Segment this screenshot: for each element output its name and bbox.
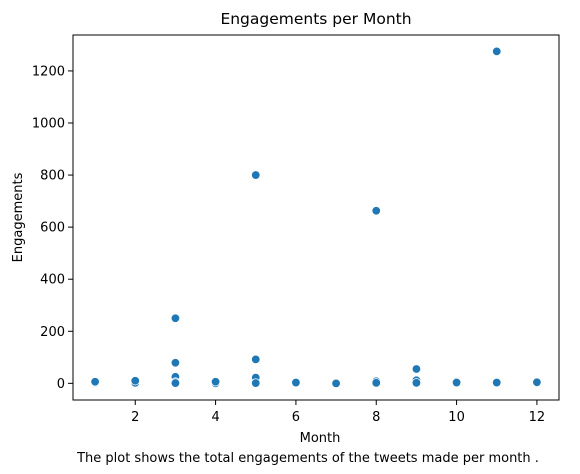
data-point — [532, 377, 542, 387]
chart-title: Engagements per Month — [220, 10, 411, 28]
x-tick-label: 12 — [529, 410, 546, 425]
data-point — [411, 378, 422, 388]
y-tick-label: 1000 — [32, 116, 65, 131]
x-tick-label: 6 — [292, 410, 300, 425]
data-point — [371, 206, 381, 216]
data-point — [130, 376, 140, 386]
data-point — [411, 364, 422, 374]
y-tick-label: 600 — [40, 221, 65, 236]
chart-caption: The plot shows the total engagements of … — [76, 451, 539, 466]
plot-area-frame — [72, 34, 560, 401]
data-point — [251, 378, 261, 388]
data-point — [331, 378, 341, 389]
data-point — [90, 377, 100, 387]
y-tick-label: 800 — [40, 169, 65, 184]
x-axis-ticks: 2 4 6 8 10 12 — [131, 400, 545, 425]
y-axis-label: Engagements — [11, 172, 26, 262]
data-point — [251, 354, 261, 365]
x-tick-label: 4 — [211, 410, 219, 425]
y-tick-label: 0 — [57, 377, 65, 392]
y-tick-label: 1200 — [32, 64, 65, 79]
y-axis-ticks: 0 200 400 600 800 1000 1200 — [32, 64, 73, 392]
x-tick-label: 10 — [448, 410, 465, 425]
data-point — [291, 377, 301, 388]
data-point — [451, 377, 462, 388]
y-tick-label: 400 — [40, 273, 65, 288]
data-point — [492, 46, 502, 57]
data-points — [90, 46, 542, 389]
data-point — [492, 377, 502, 388]
y-tick-label: 200 — [40, 325, 65, 340]
x-axis-label: Month — [300, 431, 341, 446]
x-tick-label: 2 — [131, 410, 139, 425]
data-point — [170, 378, 181, 388]
data-point — [170, 313, 181, 323]
data-point — [170, 358, 181, 368]
data-point — [251, 170, 261, 180]
data-point — [371, 378, 381, 388]
data-point — [210, 377, 221, 387]
x-tick-label: 8 — [372, 410, 380, 425]
